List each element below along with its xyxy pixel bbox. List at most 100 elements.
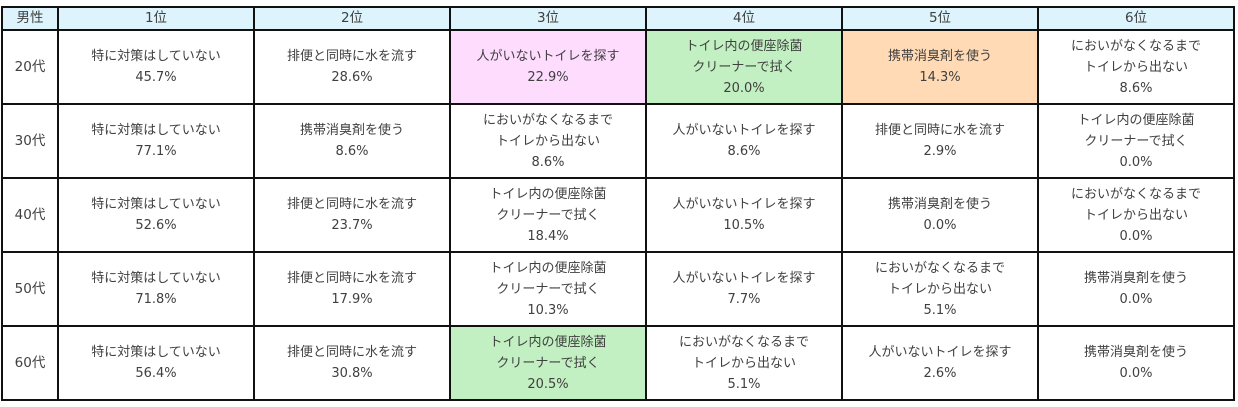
age-group-cell: 60代 [1,325,59,401]
rank-1-cell: 特に対策はしていない 52.6% [57,177,255,253]
rank-6-cell: においがなくなるまで トイレから出ない 0.0% [1037,177,1235,253]
rank-5-cell: 携帯消臭剤を使う 14.3% [841,29,1039,105]
percentage-value: 0.0% [1119,366,1153,381]
age-group-cell: 20代 [1,29,59,105]
rank-5-cell: においがなくなるまで トイレから出ない 5.1% [841,251,1039,327]
ranking-table: 男性 1位 2位 3位 4位 5位 6位 20代 特に対策はしていない 45.7% 排… [1,6,1235,401]
measure-label: 排便と同時に水を流す [286,345,417,360]
percentage-value: 0.0% [1119,292,1153,307]
percentage-value: 10.5% [723,218,765,233]
rank-3-cell: においがなくなるまで トイレから出ない 8.6% [449,103,647,179]
measure-label: トイレから出ない [1083,59,1188,75]
percentage-value: 45.7% [135,70,177,85]
rank-2-cell: 排便と同時に水を流す 17.9% [253,251,451,327]
gender-header-cell: 男性 [1,6,59,31]
age-group-cell: 40代 [1,177,59,253]
percentage-value: 2.9% [923,144,957,159]
age-group-cell: 50代 [1,251,59,327]
rank-3-cell: トイレ内の便座除菌 クリーナーで拭く 18.4% [449,177,647,253]
rank-3-cell: 人がいないトイレを探す 22.9% [449,29,647,105]
rank-4-cell: 人がいないトイレを探す 10.5% [645,177,843,253]
percentage-value: 14.3% [919,70,961,85]
percentage-value: 5.1% [923,302,957,318]
measure-label: 人がいないトイレを探す [672,197,816,212]
percentage-value: 52.6% [135,218,177,233]
measure-label: 携帯消臭剤を使う [887,49,992,64]
table-row: 40代 特に対策はしていない 52.6% 排便と同時に水を流す 23.7% トイレ内の便座… [1,177,1235,253]
measure-label: 携帯消臭剤を使う [1083,271,1188,286]
rank-6-cell: 携帯消臭剤を使う 0.0% [1037,251,1235,327]
measure-label: においがなくなるまで [678,334,809,350]
percentage-value: 71.8% [135,292,177,307]
percentage-value: 5.1% [727,376,761,392]
measure-label: トイレから出ない [691,355,796,371]
rank-1-cell: 特に対策はしていない 45.7% [57,29,255,105]
rank-5-cell: 排便と同時に水を流す 2.9% [841,103,1039,179]
rank-4-cell: においがなくなるまで トイレから出ない 5.1% [645,325,843,401]
measure-label: クリーナーで拭く [496,207,600,223]
rank-header-4: 4位 [645,6,843,31]
measure-label: 特に対策はしていない [91,345,221,360]
measure-label: においがなくなるまで [1070,38,1201,54]
measure-label: トイレ内の便座除菌 [489,334,607,350]
measure-label: 排便と同時に水を流す [874,123,1005,138]
measure-label: 特に対策はしていない [91,271,221,286]
table-row: 30代 特に対策はしていない 77.1% 携帯消臭剤を使う 8.6% においがなくなるまで… [1,103,1235,179]
percentage-value: 17.9% [331,292,373,307]
measure-label: クリーナーで拭く [692,59,796,75]
rank-2-cell: 携帯消臭剤を使う 8.6% [253,103,451,179]
rank-header-2: 2位 [253,6,451,31]
percentage-value: 2.6% [923,366,957,381]
measure-label: 人がいないトイレを探す [672,271,816,286]
percentage-value: 23.7% [331,218,373,233]
measure-label: 携帯消臭剤を使う [299,123,404,138]
rank-5-cell: 人がいないトイレを探す 2.6% [841,325,1039,401]
measure-label: トイレから出ない [1083,207,1188,223]
rank-2-cell: 排便と同時に水を流す 30.8% [253,325,451,401]
measure-label: においがなくなるまで [1070,186,1201,202]
percentage-value: 8.6% [335,144,369,159]
measure-label: においがなくなるまで [874,260,1005,276]
measure-label: 特に対策はしていない [91,123,221,138]
measure-label: トイレから出ない [887,281,992,297]
percentage-value: 22.9% [527,70,569,85]
percentage-value: 8.6% [727,144,761,159]
measure-label: 特に対策はしていない [91,49,221,64]
percentage-value: 7.7% [727,292,761,307]
measure-label: クリーナーで拭く [496,281,600,297]
percentage-value: 0.0% [1119,228,1153,244]
measure-label: においがなくなるまで [482,112,613,128]
rank-header-1: 1位 [57,6,255,31]
header-row: 男性 1位 2位 3位 4位 5位 6位 [1,6,1235,31]
rank-4-cell: 人がいないトイレを探す 7.7% [645,251,843,327]
measure-label: トイレ内の便座除菌 [1077,112,1195,128]
rank-4-cell: 人がいないトイレを探す 8.6% [645,103,843,179]
percentage-value: 10.3% [527,302,569,318]
rank-header-6: 6位 [1037,6,1235,31]
rank-1-cell: 特に対策はしていない 56.4% [57,325,255,401]
percentage-value: 18.4% [527,228,569,244]
rank-3-cell: トイレ内の便座除菌 クリーナーで拭く 20.5% [449,325,647,401]
table-body: 20代 特に対策はしていない 45.7% 排便と同時に水を流す 28.6% 人がいないトイ… [1,29,1235,401]
measure-label: 人がいないトイレを探す [868,345,1012,360]
measure-label: クリーナーで拭く [1084,133,1188,149]
rank-1-cell: 特に対策はしていない 77.1% [57,103,255,179]
measure-label: トイレから出ない [495,133,600,149]
rank-header-3: 3位 [449,6,647,31]
rank-4-cell: トイレ内の便座除菌 クリーナーで拭く 20.0% [645,29,843,105]
measure-label: 携帯消臭剤を使う [887,197,992,212]
percentage-value: 8.6% [1119,80,1153,96]
measure-label: クリーナーで拭く [496,355,600,371]
percentage-value: 77.1% [135,144,177,159]
measure-label: 排便と同時に水を流す [286,197,417,212]
measure-label: 特に対策はしていない [91,197,221,212]
rank-1-cell: 特に対策はしていない 71.8% [57,251,255,327]
ranking-table-container: 男性 1位 2位 3位 4位 5位 6位 20代 特に対策はしていない 45.7% 排… [1,6,1235,401]
percentage-value: 56.4% [135,366,177,381]
measure-label: トイレ内の便座除菌 [685,38,803,54]
measure-label: 携帯消臭剤を使う [1083,345,1188,360]
percentage-value: 30.8% [331,366,373,381]
percentage-value: 20.0% [723,80,765,96]
rank-2-cell: 排便と同時に水を流す 23.7% [253,177,451,253]
table-row: 50代 特に対策はしていない 71.8% 排便と同時に水を流す 17.9% トイレ内の便座… [1,251,1235,327]
